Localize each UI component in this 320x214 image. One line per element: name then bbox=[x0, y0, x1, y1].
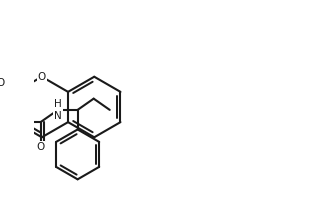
Text: H
N: H N bbox=[54, 99, 62, 121]
Text: O: O bbox=[36, 142, 45, 152]
Text: O: O bbox=[38, 72, 46, 82]
Text: O: O bbox=[0, 78, 4, 88]
